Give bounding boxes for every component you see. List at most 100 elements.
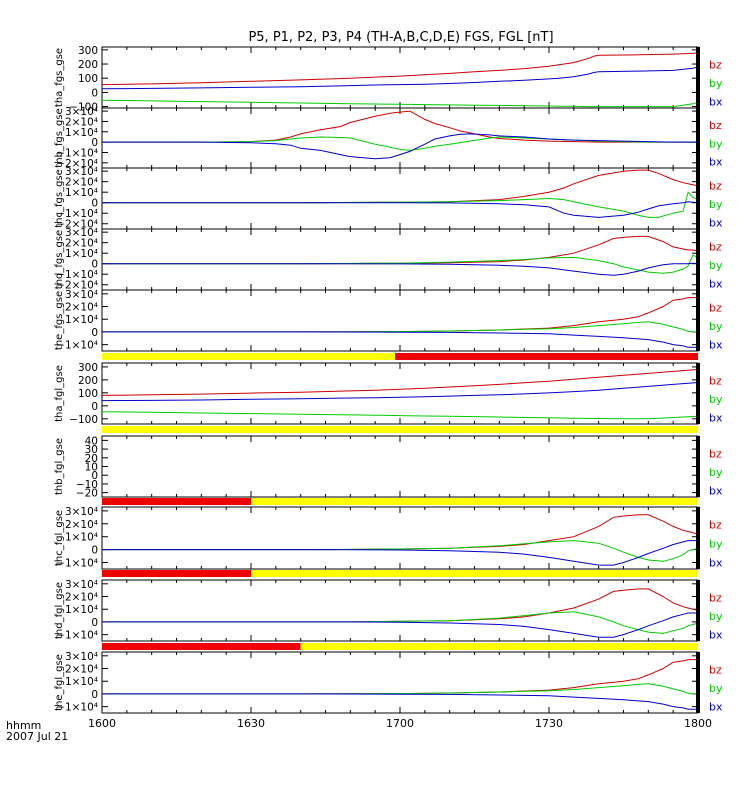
panel-frame bbox=[101, 579, 699, 642]
series-line-bx bbox=[102, 331, 698, 348]
y-tick-label: 200 bbox=[78, 375, 98, 387]
y-tick-label: −100 bbox=[69, 414, 98, 426]
y-tick-label: −2×10⁴ bbox=[56, 280, 98, 292]
y-tick-label: 0 bbox=[91, 327, 98, 339]
y-tick-label: 0 bbox=[91, 259, 98, 271]
series-line-by bbox=[102, 321, 698, 333]
legend-bx: bx bbox=[709, 557, 723, 570]
y-tick-label: 0 bbox=[91, 689, 98, 701]
y-tick-label: 1×10⁴ bbox=[65, 676, 98, 688]
legend-by: by bbox=[709, 610, 723, 623]
series-line-by bbox=[102, 191, 699, 218]
flag-segment-red bbox=[102, 498, 251, 505]
legend-bz: bz bbox=[709, 58, 722, 71]
flag-segment-yellow bbox=[300, 643, 698, 650]
y-tick-label: 2×10⁴ bbox=[65, 238, 98, 250]
panel-frame bbox=[101, 46, 699, 109]
y-tick-label: 0 bbox=[91, 198, 98, 210]
legend-by: by bbox=[709, 259, 723, 272]
y-tick-label: 1×10⁴ bbox=[65, 604, 98, 616]
y-tick-label: 3×10⁴ bbox=[65, 227, 98, 239]
legend-bz: bz bbox=[709, 663, 722, 676]
legend-bx: bx bbox=[709, 156, 723, 169]
flag-segment-yellow bbox=[102, 353, 396, 360]
y-tick-label: 1×10⁴ bbox=[65, 248, 98, 260]
legend-by: by bbox=[709, 198, 723, 211]
legend-bx: bx bbox=[709, 339, 723, 352]
edge-mark bbox=[696, 47, 700, 108]
legend-by: by bbox=[709, 538, 723, 551]
series-line-by bbox=[102, 683, 698, 695]
x-tick-label: 1730 bbox=[535, 717, 563, 730]
y-axis-label: thd_fgl_gse bbox=[54, 582, 65, 639]
edge-mark bbox=[696, 507, 700, 569]
edge-mark bbox=[696, 229, 700, 290]
series-line-bz bbox=[102, 514, 699, 551]
y-tick-label: −20 bbox=[76, 488, 98, 500]
y-tick-label: 3×10⁴ bbox=[65, 289, 98, 301]
y-tick-label: 2×10⁴ bbox=[65, 302, 98, 314]
y-tick-label: −2×10⁴ bbox=[56, 219, 98, 231]
y-axis-label: thc_fgl_gse bbox=[54, 510, 65, 566]
edge-mark bbox=[696, 168, 700, 229]
legend-by: by bbox=[709, 320, 723, 333]
y-axis-label: the_fgl_gse bbox=[54, 654, 65, 711]
y-tick-label: −1×10⁴ bbox=[56, 340, 98, 352]
series-line-by bbox=[102, 254, 699, 274]
legend-bx: bx bbox=[709, 412, 723, 425]
x-tick-label: 1630 bbox=[237, 717, 265, 730]
y-tick-label: 2×10⁴ bbox=[65, 519, 98, 531]
y-tick-label: 0 bbox=[91, 545, 98, 557]
legend-bx: bx bbox=[709, 629, 723, 642]
panel-frame bbox=[101, 362, 699, 425]
flag-segment-yellow bbox=[251, 570, 698, 577]
y-axis-label: tha_fgl_gse bbox=[54, 365, 65, 422]
series-line-bz bbox=[102, 169, 699, 204]
series-line-bx bbox=[102, 612, 698, 638]
y-tick-label: −10 bbox=[76, 479, 98, 491]
y-tick-label: 1×10⁴ bbox=[65, 532, 98, 544]
series-line-bz bbox=[101, 52, 699, 86]
y-tick-label: −1×10⁴ bbox=[56, 208, 98, 220]
y-tick-label: 100 bbox=[78, 73, 98, 85]
flag-segment-red bbox=[102, 570, 251, 577]
legend-bx: bx bbox=[709, 485, 723, 498]
y-tick-label: 2×10⁴ bbox=[65, 177, 98, 189]
y-tick-label: 1×10⁴ bbox=[65, 127, 98, 139]
legend-bz: bz bbox=[709, 591, 722, 604]
legend-bx: bx bbox=[709, 701, 723, 714]
y-tick-label: 2×10⁴ bbox=[65, 116, 98, 128]
y-tick-label: −2×10⁴ bbox=[56, 158, 98, 170]
series-line-bx bbox=[102, 540, 698, 566]
legend-by: by bbox=[709, 393, 723, 406]
y-tick-label: −1×10⁴ bbox=[56, 147, 98, 159]
y-axis-label: tha_fgs_gse bbox=[54, 48, 65, 107]
legend-bz: bz bbox=[709, 374, 722, 387]
y-tick-label: 1×10⁴ bbox=[65, 187, 98, 199]
legend-bz: bz bbox=[709, 301, 722, 314]
panel-frame bbox=[101, 107, 699, 169]
y-tick-label: 1×10⁴ bbox=[65, 314, 98, 326]
x-axis-date-label: 2007 Jul 21 bbox=[6, 730, 68, 743]
panel-frame bbox=[101, 506, 699, 570]
legend-bx: bx bbox=[709, 278, 723, 291]
legend-by: by bbox=[709, 466, 723, 479]
legend-by: by bbox=[709, 682, 723, 695]
edge-mark bbox=[696, 290, 700, 351]
series-line-bx bbox=[102, 693, 698, 710]
series-line-bx bbox=[102, 133, 698, 160]
y-axis-label: the_fgs_gse bbox=[54, 291, 65, 350]
series-line-bz bbox=[102, 235, 699, 265]
legend-bx: bx bbox=[709, 217, 723, 230]
edge-mark bbox=[696, 436, 700, 497]
series-line-bz bbox=[101, 369, 699, 396]
y-tick-label: −1×10⁴ bbox=[56, 630, 98, 642]
y-tick-label: 0 bbox=[91, 137, 98, 149]
series-line-by bbox=[101, 411, 699, 420]
edge-mark bbox=[696, 108, 700, 168]
y-tick-label: 20 bbox=[85, 453, 98, 465]
legend-bz: bz bbox=[709, 119, 722, 132]
y-tick-label: 10 bbox=[85, 462, 98, 474]
y-tick-label: 300 bbox=[78, 362, 98, 374]
series-line-bx bbox=[101, 66, 699, 90]
